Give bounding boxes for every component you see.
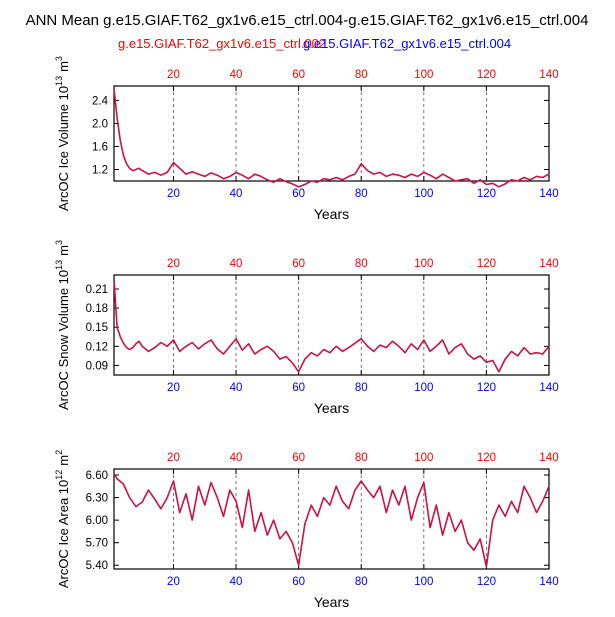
x-axis-label: Years	[314, 206, 349, 222]
x-tick-label-bottom: 140	[539, 188, 558, 200]
x-tick-label-top: 20	[167, 258, 180, 270]
x-tick-label-top: 60	[292, 258, 305, 270]
y-tick-label: 0.21	[86, 284, 108, 296]
y-tick-label: 6.00	[86, 515, 108, 527]
y-axis-label: ArcOC Ice Volume 1013 m3	[54, 56, 71, 211]
x-tick-label-bottom: 80	[355, 576, 368, 588]
series-line-ice-area	[113, 473, 550, 568]
x-tick-label-top: 120	[477, 258, 496, 270]
y-axis-label-unit: m	[56, 245, 71, 256]
y-tick-label: 5.40	[86, 560, 108, 572]
x-tick-label-top: 80	[355, 258, 368, 270]
x-tick-label-top: 60	[292, 69, 305, 81]
x-tick-label-bottom: 140	[539, 576, 558, 588]
x-tick-label-top: 100	[414, 452, 433, 464]
y-axis-label-exponent: 12	[54, 470, 64, 480]
y-tick-label: 2.4	[92, 95, 109, 107]
y-axis-label-text: ArcOC Snow Volume 10	[56, 270, 71, 410]
figure-title: ANN Mean g.e15.GIAF.T62_gx1v6.e15_ctrl.0…	[26, 12, 589, 29]
x-tick-label-bottom: 20	[167, 576, 180, 588]
x-tick-label-bottom: 140	[539, 382, 558, 394]
x-tick-label-top: 120	[477, 452, 496, 464]
x-tick-label-bottom: 120	[477, 382, 496, 394]
y-axis-label-unit: m	[56, 455, 71, 466]
y-axis-label-text: ArcOC Ice Area 10	[56, 480, 71, 588]
x-tick-label-top: 120	[477, 69, 496, 81]
x-tick-label-top: 140	[539, 258, 558, 270]
series-line-snow-volume	[113, 279, 550, 373]
x-tick-label-bottom: 100	[414, 382, 433, 394]
x-tick-label-bottom: 20	[167, 188, 180, 200]
y-tick-label: 5.70	[86, 538, 108, 550]
y-tick-label: 1.6	[92, 141, 108, 153]
x-tick-label-top: 80	[355, 69, 368, 81]
x-tick-label-top: 80	[355, 452, 368, 464]
x-tick-label-top: 60	[292, 452, 305, 464]
x-tick-label-bottom: 40	[230, 188, 243, 200]
x-tick-label-bottom: 80	[355, 188, 368, 200]
y-axis-label: ArcOC Ice Area 1012 m2	[54, 450, 71, 588]
plot-frame	[113, 85, 550, 182]
x-tick-label-bottom: 40	[230, 382, 243, 394]
x-tick-label-top: 40	[230, 452, 243, 464]
plot-frame	[113, 274, 550, 376]
x-tick-label-top: 140	[539, 69, 558, 81]
x-tick-label-bottom: 120	[477, 188, 496, 200]
x-tick-label-bottom: 60	[292, 188, 305, 200]
y-tick-label: 0.15	[86, 322, 108, 334]
y-axis-label-unit-exponent: 3	[54, 56, 64, 61]
x-tick-label-top: 40	[230, 69, 243, 81]
y-axis-label: ArcOC Snow Volume 1013 m3	[54, 240, 71, 410]
x-tick-label-bottom: 60	[292, 576, 305, 588]
legend-red-label: g.e15.GIAF.T62_gx1v6.e15_ctrl.002	[118, 36, 326, 51]
x-tick-label-top: 40	[230, 258, 243, 270]
x-tick-label-top: 100	[414, 258, 433, 270]
x-tick-label-top: 100	[414, 69, 433, 81]
x-tick-label-top: 20	[167, 69, 180, 81]
x-tick-label-top: 140	[539, 452, 558, 464]
panel-ice-volume: 1.2 1.6 2.0 2.4 20 20 40 40 60 60 80 80 100 100 120 120…	[54, 56, 559, 222]
series-line-ice-volume	[113, 88, 550, 188]
y-tick-label: 6.60	[86, 470, 108, 482]
panel-snow-volume: 0.09 0.12 0.15 0.18 0.21 20 20 40 40 60 60 80 80 100 1…	[54, 240, 559, 416]
x-tick-label-bottom: 100	[414, 188, 433, 200]
y-tick-label: 0.12	[86, 341, 108, 353]
y-tick-label: 0.09	[86, 360, 108, 372]
x-tick-label-bottom: 100	[414, 576, 433, 588]
y-axis-label-unit-exponent: 2	[54, 450, 64, 455]
x-axis-label: Years	[314, 594, 349, 610]
x-tick-label-bottom: 80	[355, 382, 368, 394]
x-axis-label: Years	[314, 400, 349, 416]
y-axis-label-exponent: 13	[54, 260, 64, 270]
y-tick-label: 2.0	[92, 118, 108, 130]
y-axis-label-unit: m	[56, 61, 71, 72]
panel-ice-area: 5.40 5.70 6.00 6.30 6.60 20 20 40 40 60 60 80 80 100 1…	[54, 450, 559, 610]
plot-frame	[113, 468, 550, 570]
x-tick-label-bottom: 20	[167, 382, 180, 394]
y-axis-label-unit-exponent: 3	[54, 240, 64, 245]
x-tick-label-top: 20	[167, 452, 180, 464]
legend-blue-label: g.e15.GIAF.T62_gx1v6.e15_ctrl.004	[303, 36, 511, 51]
y-tick-label: 1.2	[92, 164, 108, 176]
x-tick-label-bottom: 120	[477, 576, 496, 588]
y-axis-label-exponent: 13	[54, 76, 64, 86]
x-tick-label-bottom: 40	[230, 576, 243, 588]
x-tick-label-bottom: 60	[292, 382, 305, 394]
y-tick-label: 0.18	[86, 303, 108, 315]
y-tick-label: 6.30	[86, 493, 108, 505]
y-axis-label-text: ArcOC Ice Volume 10	[56, 86, 71, 211]
